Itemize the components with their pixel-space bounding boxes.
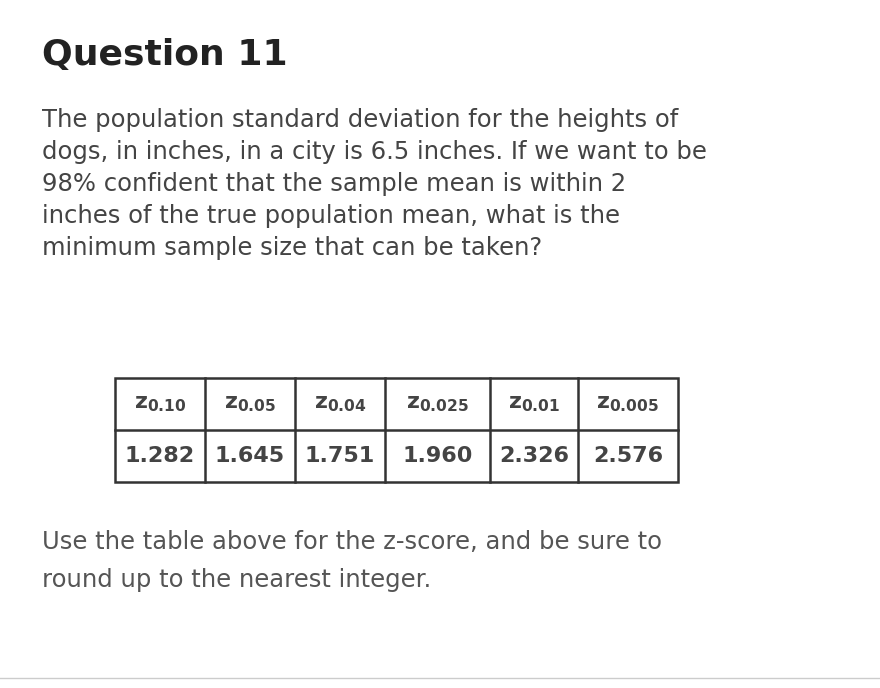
Text: $\mathbf{z_{0.025}}$: $\mathbf{z_{0.025}}$ <box>406 394 469 414</box>
Text: $\mathbf{z_{0.10}}$: $\mathbf{z_{0.10}}$ <box>134 394 187 414</box>
Text: $\mathbf{z_{0.04}}$: $\mathbf{z_{0.04}}$ <box>313 394 366 414</box>
Text: round up to the nearest integer.: round up to the nearest integer. <box>42 568 431 592</box>
Text: $\mathbf{z_{0.05}}$: $\mathbf{z_{0.05}}$ <box>224 394 276 414</box>
Text: dogs, in inches, in a city is 6.5 inches. If we want to be: dogs, in inches, in a city is 6.5 inches… <box>42 140 707 164</box>
Text: 1.282: 1.282 <box>125 446 195 466</box>
Text: 1.645: 1.645 <box>215 446 285 466</box>
Text: minimum sample size that can be taken?: minimum sample size that can be taken? <box>42 236 542 260</box>
Text: 1.751: 1.751 <box>304 446 375 466</box>
Text: $\mathbf{z_{0.005}}$: $\mathbf{z_{0.005}}$ <box>597 394 660 414</box>
Text: 1.960: 1.960 <box>402 446 473 466</box>
Text: The population standard deviation for the heights of: The population standard deviation for th… <box>42 108 678 132</box>
Text: Question 11: Question 11 <box>42 38 288 72</box>
Text: 2.326: 2.326 <box>499 446 569 466</box>
Bar <box>115 378 678 482</box>
Text: inches of the true population mean, what is the: inches of the true population mean, what… <box>42 204 620 228</box>
Text: 98% confident that the sample mean is within 2: 98% confident that the sample mean is wi… <box>42 172 627 196</box>
Text: 2.576: 2.576 <box>593 446 663 466</box>
Text: Use the table above for the z-score, and be sure to: Use the table above for the z-score, and… <box>42 530 662 554</box>
Text: $\mathbf{z_{0.01}}$: $\mathbf{z_{0.01}}$ <box>508 394 561 414</box>
